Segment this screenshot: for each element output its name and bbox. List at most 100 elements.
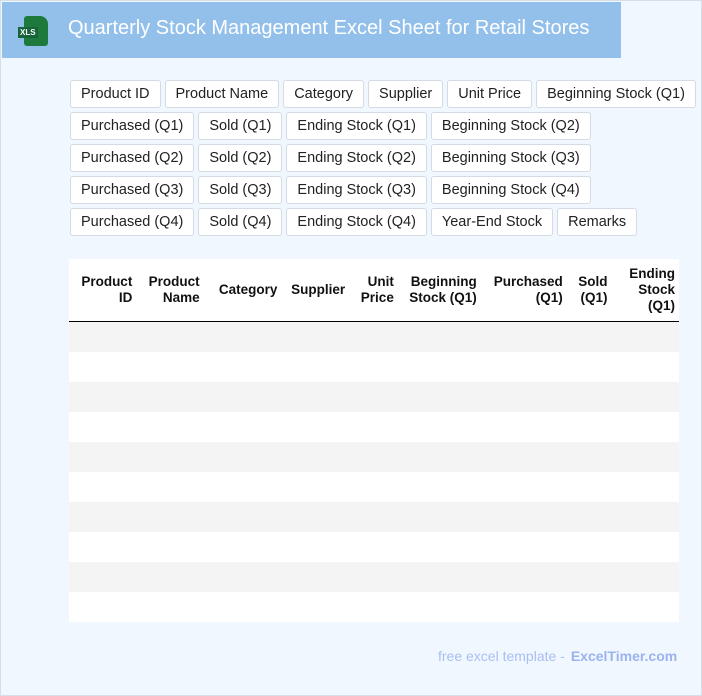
column-chip[interactable]: Purchased (Q2) <box>70 144 195 172</box>
table-cell[interactable] <box>611 321 679 352</box>
column-chip[interactable]: Remarks <box>557 208 638 236</box>
table-cell[interactable] <box>136 532 203 562</box>
table-cell[interactable] <box>136 352 203 382</box>
table-cell[interactable] <box>281 532 349 562</box>
table-cell[interactable] <box>611 502 679 532</box>
table-cell[interactable] <box>611 562 679 592</box>
table-cell[interactable] <box>397 562 481 592</box>
table-cell[interactable] <box>69 532 136 562</box>
table-cell[interactable] <box>612 592 679 622</box>
table-cell[interactable] <box>281 442 350 472</box>
column-chip[interactable]: Purchased (Q3) <box>70 176 195 204</box>
table-cell[interactable] <box>349 352 398 382</box>
table-cell[interactable] <box>204 472 282 502</box>
table-cell[interactable] <box>136 502 204 532</box>
table-cell[interactable] <box>481 352 567 382</box>
table-cell[interactable] <box>398 532 481 562</box>
table-cell[interactable] <box>566 502 612 532</box>
table-cell[interactable] <box>481 592 567 622</box>
column-chip[interactable]: Purchased (Q1) <box>70 112 195 140</box>
table-cell[interactable] <box>136 562 204 592</box>
table-cell[interactable] <box>349 592 398 622</box>
table-cell[interactable] <box>567 472 612 502</box>
column-chip[interactable]: Sold (Q4) <box>198 208 283 236</box>
table-cell[interactable] <box>480 382 567 412</box>
column-chip[interactable]: Sold (Q1) <box>198 112 283 140</box>
table-cell[interactable] <box>611 382 679 412</box>
table-cell[interactable] <box>281 592 349 622</box>
table-cell[interactable] <box>69 592 136 622</box>
table-cell[interactable] <box>566 442 612 472</box>
table-cell[interactable] <box>69 442 137 472</box>
table-cell[interactable] <box>481 412 567 442</box>
table-cell[interactable] <box>203 382 282 412</box>
column-chip[interactable]: Product Name <box>164 80 280 108</box>
table-cell[interactable] <box>398 592 481 622</box>
column-chip[interactable]: Ending Stock (Q3) <box>286 176 427 204</box>
column-chip[interactable]: Purchased (Q4) <box>70 208 195 236</box>
table-cell[interactable] <box>204 352 282 382</box>
column-chip[interactable]: Beginning Stock (Q4) <box>430 176 591 204</box>
table-cell[interactable] <box>69 412 136 442</box>
table-cell[interactable] <box>281 321 350 352</box>
table-cell[interactable] <box>136 472 203 502</box>
table-cell[interactable] <box>204 412 282 442</box>
table-cell[interactable] <box>69 382 137 412</box>
table-cell[interactable] <box>567 592 612 622</box>
table-cell[interactable] <box>397 321 481 352</box>
table-cell[interactable] <box>349 562 398 592</box>
table-cell[interactable] <box>203 502 282 532</box>
table-cell[interactable] <box>281 412 349 442</box>
table-cell[interactable] <box>612 472 679 502</box>
column-chip[interactable]: Supplier <box>368 80 444 108</box>
table-cell[interactable] <box>349 532 398 562</box>
table-cell[interactable] <box>398 412 481 442</box>
table-cell[interactable] <box>567 352 612 382</box>
table-cell[interactable] <box>203 562 282 592</box>
column-chip[interactable]: Ending Stock (Q4) <box>286 208 427 236</box>
table-cell[interactable] <box>69 352 136 382</box>
table-cell[interactable] <box>69 321 137 352</box>
table-cell[interactable] <box>566 321 612 352</box>
table-cell[interactable] <box>204 592 282 622</box>
table-cell[interactable] <box>204 532 282 562</box>
table-cell[interactable] <box>136 442 204 472</box>
table-cell[interactable] <box>397 442 481 472</box>
table-cell[interactable] <box>349 412 398 442</box>
table-cell[interactable] <box>611 442 679 472</box>
table-cell[interactable] <box>612 412 679 442</box>
column-chip[interactable]: Year-End Stock <box>430 208 554 236</box>
column-chip[interactable]: Category <box>283 80 365 108</box>
table-cell[interactable] <box>136 382 204 412</box>
column-chip[interactable]: Ending Stock (Q2) <box>286 144 427 172</box>
table-cell[interactable] <box>567 412 612 442</box>
column-chip[interactable]: Beginning Stock (Q1) <box>536 80 696 108</box>
table-cell[interactable] <box>203 442 282 472</box>
table-cell[interactable] <box>281 562 350 592</box>
table-cell[interactable] <box>480 502 567 532</box>
table-cell[interactable] <box>349 382 398 412</box>
table-cell[interactable] <box>349 442 398 472</box>
table-cell[interactable] <box>481 532 567 562</box>
column-chip[interactable]: Sold (Q3) <box>198 176 283 204</box>
table-cell[interactable] <box>612 352 679 382</box>
table-cell[interactable] <box>481 472 567 502</box>
table-cell[interactable] <box>480 442 567 472</box>
table-cell[interactable] <box>398 472 481 502</box>
table-cell[interactable] <box>281 472 349 502</box>
column-chip[interactable]: Unit Price <box>447 80 533 108</box>
table-cell[interactable] <box>136 412 203 442</box>
table-cell[interactable] <box>566 562 612 592</box>
table-cell[interactable] <box>69 562 137 592</box>
table-cell[interactable] <box>398 352 481 382</box>
table-cell[interactable] <box>281 352 349 382</box>
table-cell[interactable] <box>69 472 136 502</box>
table-cell[interactable] <box>281 502 350 532</box>
table-cell[interactable] <box>281 382 350 412</box>
table-cell[interactable] <box>612 532 679 562</box>
table-cell[interactable] <box>136 592 203 622</box>
column-chip[interactable]: Product ID <box>70 80 161 108</box>
table-cell[interactable] <box>397 502 481 532</box>
table-cell[interactable] <box>349 472 398 502</box>
table-cell[interactable] <box>566 382 612 412</box>
